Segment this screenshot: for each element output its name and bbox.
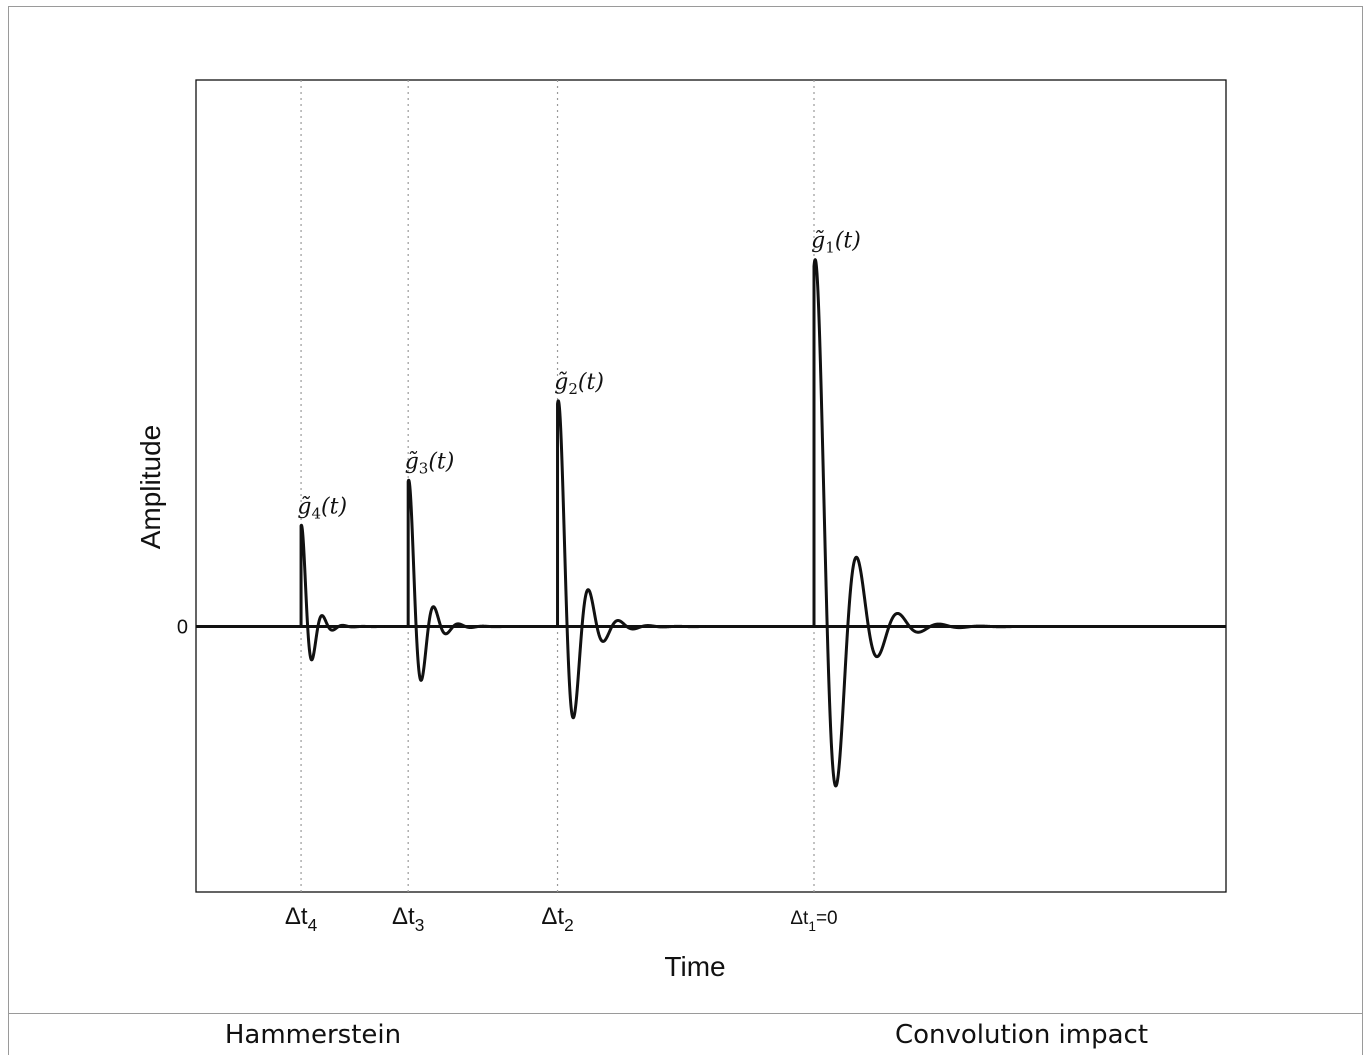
caption-row: Hammerstein Convolution impact <box>8 1013 1363 1055</box>
series-line-g2 <box>556 399 708 720</box>
x-marker-labels: Δt4 Δt3 Δt2 Δt1=0 <box>285 903 838 935</box>
caption-hammerstein: Hammerstein <box>224 1020 402 1050</box>
y-tick-label-0: 0 <box>177 617 188 639</box>
marker-label-dt3: Δt3 <box>392 903 424 935</box>
series-line-g4 <box>299 523 386 662</box>
annotation-g4: g̃4(t) <box>297 494 347 522</box>
series-line-g1 <box>812 258 1038 788</box>
annotation-g2: g̃2(t) <box>554 370 604 398</box>
marker-label-dt2: Δt2 <box>541 903 573 935</box>
x-axis-label: Time <box>664 951 725 982</box>
marker-label-dt4: Δt4 <box>285 903 318 935</box>
annotation-g1: g̃1(t) <box>811 229 861 257</box>
annotation-g3: g̃3(t) <box>405 449 455 477</box>
annotations-layer: g̃4(t) g̃3(t) g̃2(t) g̃1(t) <box>297 229 860 523</box>
plot-area <box>195 79 1227 893</box>
series-line-g3 <box>406 478 521 682</box>
impulse-response-chart: g̃4(t)g̃3(t)g̃2(t)g̃1(t) Δt4 Δt3 Δt2 Δt1=0 … <box>135 79 1227 982</box>
marker-label-dt1: Δt1=0 <box>790 908 837 934</box>
caption-convolution-impact: Convolution impact <box>894 1020 1149 1050</box>
series-layer <box>196 258 1226 788</box>
y-tick-labels: 0 <box>177 617 188 639</box>
y-axis-label: Amplitude <box>135 425 166 550</box>
